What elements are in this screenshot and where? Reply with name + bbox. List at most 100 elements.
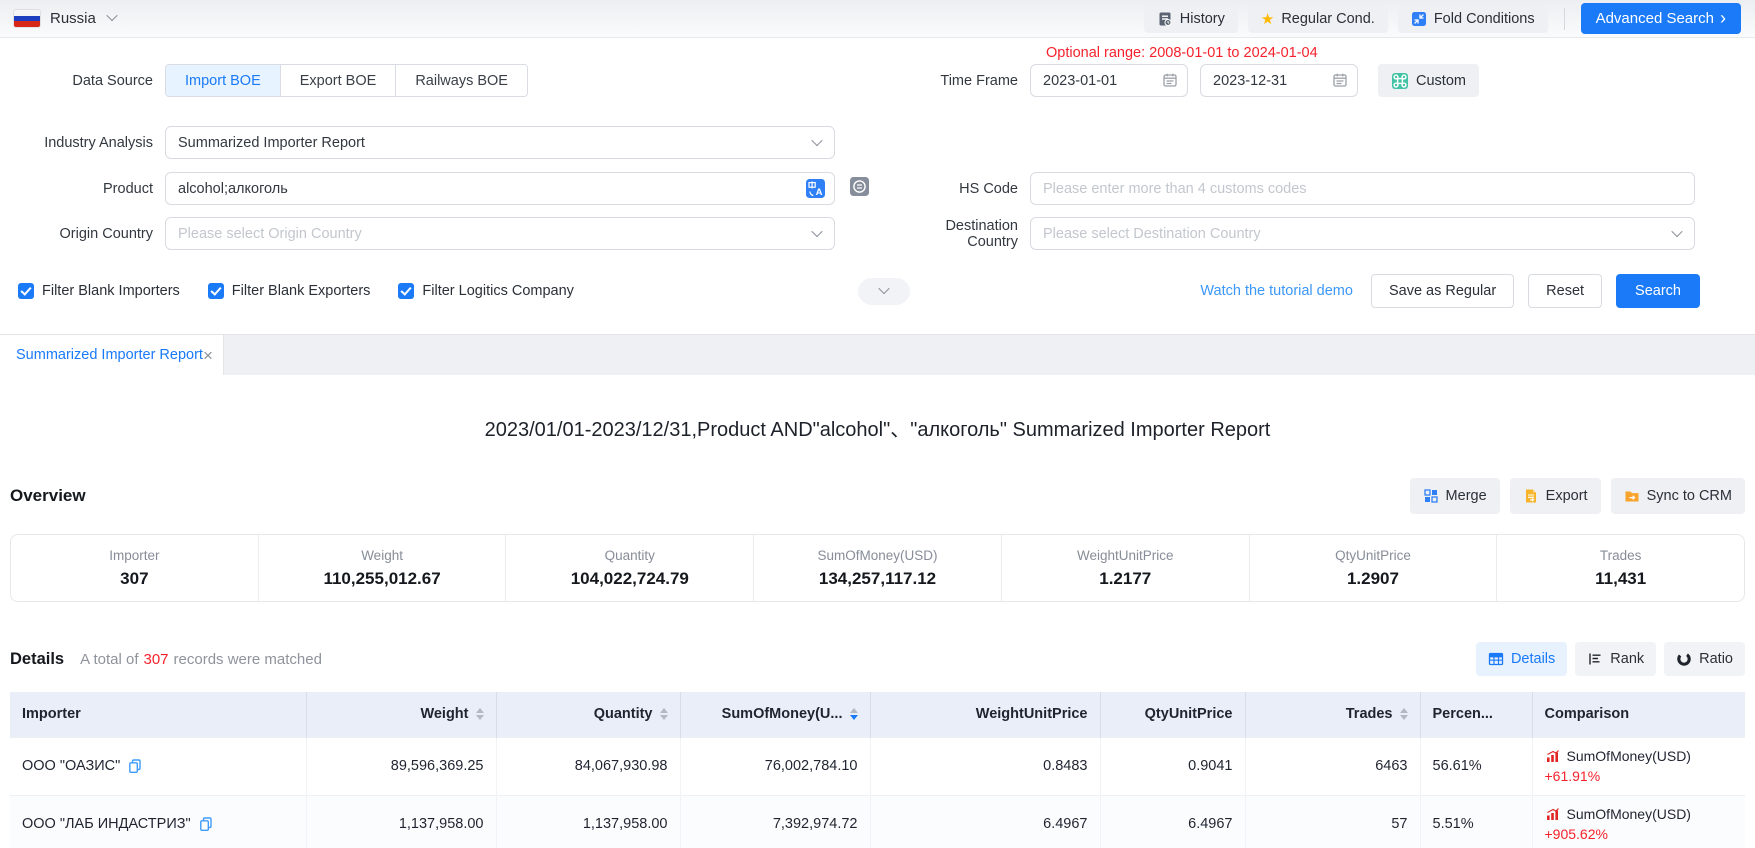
fold-conditions-label: Fold Conditions — [1433, 10, 1535, 27]
date-end-wrap — [1200, 64, 1358, 97]
table-row[interactable]: ООО "ОАЗИС" 89,596,369.25 84,067,930.98 … — [10, 736, 1745, 795]
match-summary: A total of 307 records were matched — [80, 651, 322, 668]
fold-conditions-button[interactable]: Fold Conditions — [1397, 4, 1548, 33]
hs-code-input[interactable] — [1030, 172, 1695, 205]
col-weight[interactable]: Weight — [306, 692, 497, 737]
view-details-button[interactable]: Details — [1475, 642, 1568, 676]
stat-importer: Importer 307 — [11, 535, 258, 601]
stat-qty-unit-price: QtyUnitPrice 1.2907 — [1248, 535, 1497, 601]
trades-cell: 57 — [1245, 794, 1421, 848]
industry-analysis-select[interactable]: Summarized Importer Report — [165, 126, 835, 159]
copy-icon[interactable] — [127, 758, 143, 774]
trades-cell: 6463 — [1245, 736, 1421, 795]
sync-to-crm-button[interactable]: Sync to CRM — [1610, 478, 1745, 514]
filter-logistics-checkbox[interactable]: Filter Logitics Company — [398, 283, 574, 299]
checkbox-checked-icon — [398, 283, 415, 299]
filter-blank-exporters-checkbox[interactable]: Filter Blank Exporters — [207, 283, 370, 299]
view-rank-label: Rank — [1610, 651, 1645, 667]
stat-weight: Weight 110,255,012.67 — [257, 535, 506, 601]
percentage-cell: 56.61% — [1420, 736, 1533, 795]
collapse-form-button[interactable] — [858, 278, 910, 305]
destination-country-select[interactable]: Please select Destination Country — [1030, 217, 1695, 250]
overview-stats-panel: Importer 307 Weight 110,255,012.67 Quant… — [10, 534, 1745, 602]
sort-icon[interactable] — [475, 708, 484, 721]
advanced-search-button[interactable]: Advanced Search › — [1580, 3, 1741, 34]
chevron-down-icon — [1671, 225, 1683, 238]
calendar-icon[interactable] — [1162, 72, 1178, 88]
filter-row: Filter Blank Importers Filter Blank Expo… — [0, 274, 1755, 308]
tutorial-demo-link[interactable]: Watch the tutorial demo — [1200, 283, 1353, 299]
importer-name-cell[interactable]: ООО "ОАЗИС" — [10, 736, 307, 795]
sync-crm-icon — [1625, 491, 1639, 502]
regular-cond-button[interactable]: ★ Regular Cond. — [1247, 4, 1388, 33]
reset-button[interactable]: Reset — [1528, 274, 1603, 308]
product-input-wrap: A — [165, 172, 835, 205]
stat-value: 1.2907 — [1346, 568, 1399, 588]
merge-icon — [1423, 489, 1438, 503]
stat-label: Quantity — [604, 547, 655, 563]
translate-icon[interactable]: A — [805, 178, 826, 199]
export-button[interactable]: Export — [1509, 478, 1601, 514]
date-end-input[interactable] — [1200, 64, 1358, 97]
calendar-icon[interactable] — [1332, 72, 1348, 88]
comparison-metric: SumOfMoney(USD) — [1566, 806, 1691, 823]
origin-country-select[interactable]: Please select Origin Country — [165, 217, 835, 250]
tab-railways-boe[interactable]: Railways BOE — [395, 65, 527, 96]
history-label: History — [1179, 10, 1225, 27]
country-row: Origin Country Please select Origin Coun… — [0, 217, 1755, 250]
view-rank-button[interactable]: Rank — [1575, 642, 1657, 676]
tab-summarized-importer-report[interactable]: Summarized Importer Report × — [0, 335, 224, 375]
product-input[interactable] — [165, 172, 835, 205]
destination-group: Destination Country Please select Destin… — [898, 217, 1695, 250]
view-ratio-button[interactable]: Ratio — [1664, 642, 1745, 676]
chevron-down-icon[interactable] — [106, 9, 118, 21]
result-tab-bar: Summarized Importer Report × — [0, 334, 1755, 375]
tab-export-boe[interactable]: Export BOE — [279, 65, 396, 96]
chevron-down-icon — [878, 282, 890, 295]
copy-icon[interactable] — [198, 816, 214, 832]
col-sum-of-money[interactable]: SumOfMoney(U... — [680, 692, 871, 737]
importer-name-cell[interactable]: ООО "ЛАБ ИНДАСТРИЗ" — [10, 794, 307, 848]
hs-code-label: HS Code — [959, 180, 1018, 197]
qty-unit-price-cell: 0.9041 — [1100, 736, 1246, 795]
col-quantity[interactable]: Quantity — [496, 692, 681, 737]
tab-import-boe[interactable]: Import BOE — [166, 65, 280, 96]
comparison-change: +905.62% — [1544, 826, 1608, 843]
save-as-regular-button[interactable]: Save as Regular — [1370, 274, 1515, 308]
merge-button[interactable]: Merge — [1409, 478, 1500, 514]
advanced-search-label: Advanced Search — [1595, 10, 1714, 27]
divider — [1563, 7, 1565, 30]
view-ratio-label: Ratio — [1699, 651, 1733, 667]
checkbox-checked-icon — [207, 283, 224, 299]
exact-match-button[interactable] — [849, 176, 875, 202]
close-icon[interactable]: × — [202, 345, 213, 365]
filter-blank-importers-checkbox[interactable]: Filter Blank Importers — [18, 283, 180, 299]
custom-range-button[interactable]: Custom — [1378, 64, 1479, 97]
history-button[interactable]: History — [1143, 4, 1238, 33]
stat-trades: Trades 11,431 — [1496, 535, 1744, 601]
star-icon: ★ — [1260, 10, 1275, 28]
search-button[interactable]: Search — [1616, 274, 1700, 308]
stat-label: Importer — [109, 547, 160, 563]
qty-unit-price-cell: 6.4967 — [1100, 794, 1246, 848]
sort-icon[interactable] — [659, 708, 668, 721]
country-selector-label[interactable]: Russia — [50, 10, 96, 27]
date-start-input[interactable] — [1030, 64, 1188, 97]
stat-value: 307 — [120, 568, 149, 588]
chevron-down-icon — [811, 225, 823, 238]
details-header: Details A total of 307 records were matche… — [10, 642, 1745, 676]
exact-match-icon — [850, 176, 869, 196]
optional-range-hint: Optional range: 2008-01-01 to 2024-01-04 — [1046, 45, 1318, 61]
importer-name[interactable]: ООО "ЛАБ ИНДАСТРИЗ" — [22, 816, 191, 833]
sum-cell: 7,392,974.72 — [680, 794, 871, 848]
table-row[interactable]: ООО "ЛАБ ИНДАСТРИЗ" 1,137,958.00 1,137,9… — [10, 794, 1745, 848]
match-suffix: records were matched — [173, 650, 322, 668]
col-trades[interactable]: Trades — [1245, 692, 1421, 737]
overview-actions: Merge Export Sync to CRM — [1409, 478, 1745, 514]
bar-chart-icon — [1546, 750, 1559, 762]
sort-icon[interactable] — [1399, 708, 1408, 721]
quantity-cell: 1,137,958.00 — [496, 794, 681, 848]
filter-logistics-label: Filter Logitics Company — [422, 283, 574, 299]
sort-icon-active[interactable] — [849, 708, 858, 721]
importer-name[interactable]: ООО "ОАЗИС" — [22, 758, 121, 774]
